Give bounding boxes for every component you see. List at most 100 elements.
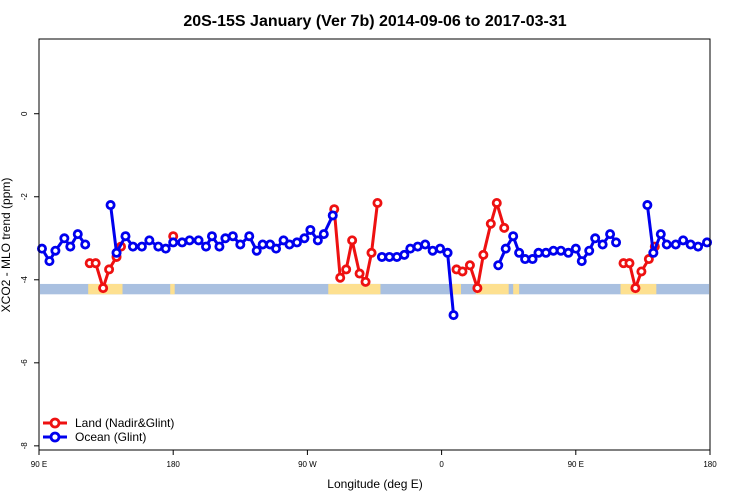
- x-tick-label: 0: [439, 460, 444, 469]
- data-point: [611, 237, 622, 248]
- data-point: [457, 266, 468, 277]
- chart-title: 20S-15S January (Ver 7b) 2014-09-06 to 2…: [183, 13, 566, 30]
- legend-swatch-marker: [49, 417, 61, 429]
- data-point: [227, 231, 238, 242]
- data-point: [655, 229, 666, 240]
- land-strip-segment: [328, 283, 381, 295]
- x-tick-label: 90 E: [568, 460, 584, 469]
- data-point: [464, 260, 475, 271]
- data-point: [341, 264, 352, 275]
- data-point: [235, 239, 246, 250]
- data-point: [597, 239, 608, 250]
- data-point: [563, 247, 574, 258]
- x-tick-label: 180: [703, 460, 717, 469]
- data-point: [420, 239, 431, 250]
- y-axis-label: XCO2 - MLO trend (ppm): [0, 178, 13, 313]
- data-point: [584, 245, 595, 256]
- data-point: [90, 258, 101, 269]
- data-point: [160, 243, 171, 254]
- data-point: [491, 197, 502, 208]
- data-point: [127, 241, 138, 252]
- data-point: [305, 224, 316, 235]
- data-point: [630, 283, 641, 294]
- data-point: [312, 235, 323, 246]
- data-point: [643, 254, 654, 265]
- data-point: [590, 233, 601, 244]
- data-point: [206, 231, 217, 242]
- data-point: [499, 222, 510, 233]
- plot-frame: [38, 38, 711, 451]
- data-point: [327, 210, 338, 221]
- y-tick-label: 0: [20, 111, 29, 116]
- legend: Land (Nadir&Glint)Ocean (Glint): [43, 416, 174, 444]
- data-point: [80, 239, 91, 250]
- data-point: [65, 241, 76, 252]
- data-point: [299, 233, 310, 244]
- data-point: [527, 254, 538, 265]
- data-point: [111, 247, 122, 258]
- data-point: [493, 260, 504, 271]
- land-strip-segment: [475, 283, 509, 295]
- data-point: [50, 245, 61, 256]
- data-point: [72, 229, 83, 240]
- land-strip-segment: [513, 283, 520, 295]
- data-point: [271, 243, 282, 254]
- data-point: [570, 243, 581, 254]
- x-tick-label: 90 W: [298, 460, 317, 469]
- data-point: [472, 283, 483, 294]
- data-point: [508, 231, 519, 242]
- plot-area: [36, 38, 713, 451]
- data-point: [372, 197, 383, 208]
- data-point: [648, 247, 659, 258]
- data-point: [120, 231, 131, 242]
- y-axis: 0 -2 -4 -6 -8: [20, 111, 39, 449]
- data-point: [105, 200, 116, 211]
- x-tick-label: 180: [167, 460, 181, 469]
- data-point: [442, 247, 453, 258]
- y-tick-label: -6: [20, 359, 29, 367]
- data-point: [678, 235, 689, 246]
- data-point: [399, 249, 410, 260]
- data-point: [291, 237, 302, 248]
- data-point: [636, 266, 647, 277]
- land-strip-segment: [170, 283, 175, 295]
- data-point: [98, 283, 109, 294]
- legend-swatch-marker: [49, 431, 61, 443]
- y-tick-label: -2: [20, 193, 29, 201]
- x-axis: 90 E 180 90 W 0 90 E 180: [31, 450, 717, 469]
- data-point: [244, 231, 255, 242]
- legend-entry: Ocean (Glint): [75, 430, 146, 444]
- data-point: [448, 310, 459, 321]
- data-point: [642, 200, 653, 211]
- data-point: [478, 249, 489, 260]
- x-axis-label: Longitude (deg E): [327, 477, 422, 491]
- data-point: [435, 243, 446, 254]
- data-point: [354, 268, 365, 279]
- data-point: [514, 247, 525, 258]
- data-point: [168, 237, 179, 248]
- data-point: [193, 235, 204, 246]
- data-point: [576, 256, 587, 267]
- data-point: [605, 229, 616, 240]
- data-point: [59, 233, 70, 244]
- data-point: [184, 235, 195, 246]
- data-point: [360, 276, 371, 287]
- data-point: [670, 239, 681, 250]
- data-point: [36, 243, 47, 254]
- data-point: [318, 229, 329, 240]
- data-point: [624, 258, 635, 269]
- y-tick-label: -8: [20, 442, 29, 450]
- data-point: [214, 241, 225, 252]
- data-point: [136, 241, 147, 252]
- data-point: [144, 235, 155, 246]
- data-point: [251, 245, 262, 256]
- land-strip-segment: [450, 283, 461, 295]
- y-tick-label: -4: [20, 276, 29, 284]
- series-ocean-glint-: [36, 200, 713, 321]
- series-layer: [36, 197, 713, 321]
- data-point: [702, 237, 713, 248]
- data-point: [500, 243, 511, 254]
- data-point: [661, 239, 672, 250]
- data-point: [693, 241, 704, 252]
